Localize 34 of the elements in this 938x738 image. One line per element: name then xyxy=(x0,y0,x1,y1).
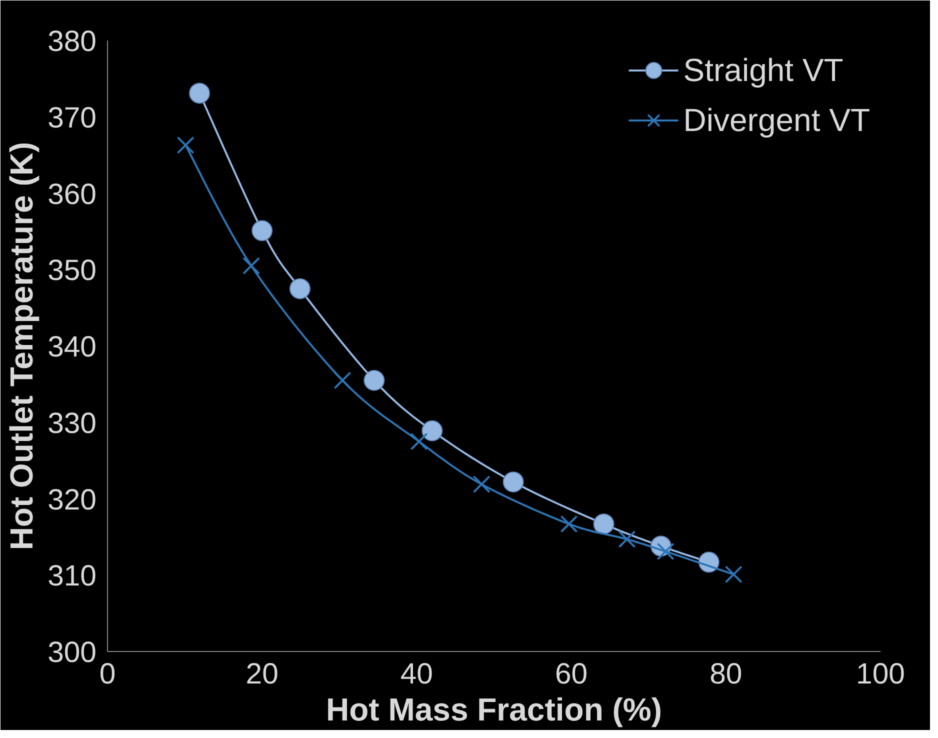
point xyxy=(502,471,524,492)
point xyxy=(252,220,273,242)
x-tick-label: 60 xyxy=(554,658,588,690)
x-axis-title: Hot Mass Fraction (%) xyxy=(326,692,662,728)
y-axis-title: Hot Outlet Temperature (K) xyxy=(4,142,40,550)
x-tick-label: 40 xyxy=(400,658,434,690)
legend-label: Divergent VT xyxy=(683,102,870,138)
y-tick-label: 330 xyxy=(48,406,97,440)
y-tick-label: 350 xyxy=(48,254,97,288)
point xyxy=(472,475,490,494)
x-tick-label: 20 xyxy=(246,658,278,690)
point xyxy=(289,278,310,300)
y-tick-label: 300 xyxy=(48,636,97,669)
point xyxy=(422,420,443,442)
legend-label: Straight VT xyxy=(683,52,844,88)
y-tick-label: 360 xyxy=(48,178,97,211)
point xyxy=(410,432,428,450)
x-tick-label: 80 xyxy=(710,658,742,690)
point xyxy=(560,515,578,533)
y-tick-label: 310 xyxy=(48,560,97,593)
y-tick-label: 380 xyxy=(48,25,97,58)
point xyxy=(364,370,385,391)
point xyxy=(724,566,742,584)
x-tick-label: 100 xyxy=(856,658,905,690)
point xyxy=(334,372,352,390)
point xyxy=(593,513,614,534)
point xyxy=(176,136,194,154)
y-tick-label: 320 xyxy=(48,483,97,516)
point xyxy=(618,530,636,548)
point xyxy=(242,257,260,275)
point xyxy=(188,82,210,104)
y-tick-label: 340 xyxy=(48,330,97,364)
x-tick-label: 0 xyxy=(99,658,116,690)
y-tick-label: 370 xyxy=(48,101,97,134)
